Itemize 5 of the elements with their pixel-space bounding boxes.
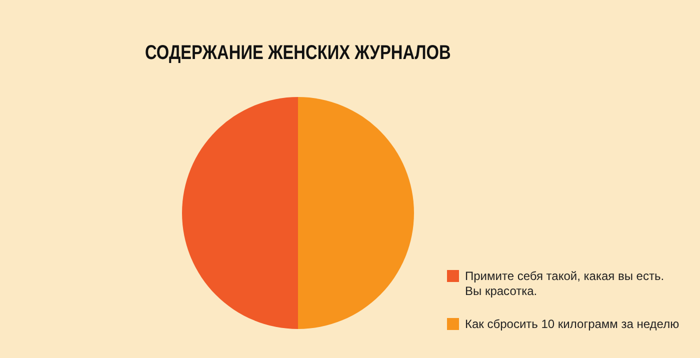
chart-title: СОДЕРЖАНИЕ ЖЕНСКИХ ЖУРНАЛОВ bbox=[145, 40, 451, 64]
legend-label: Как сбросить 10 килограмм за неделю bbox=[465, 317, 680, 331]
pie-slice bbox=[298, 97, 414, 329]
pie-slice bbox=[182, 97, 298, 329]
legend-label: Примите себя такой, какая вы есть. Вы красотка. bbox=[465, 269, 664, 298]
